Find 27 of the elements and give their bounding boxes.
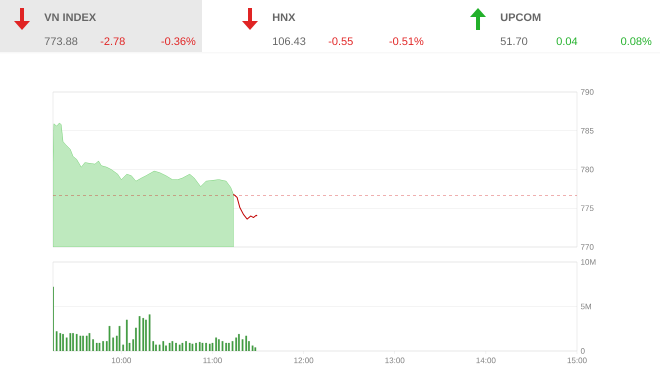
text: 51.70 [500,37,528,46]
x-tick-label: 14:00 [476,358,496,364]
y-tick-label: 790 [580,89,594,95]
text: -0.51% [389,37,424,46]
y-tick-label: 5M [580,304,591,310]
text: 773.88 [44,37,78,46]
text: 106.43 [273,37,306,46]
y-tick-label: 770 [580,244,594,250]
x-tick-label: 13:00 [385,358,404,364]
x-tick-label: 12:00 [294,358,314,364]
y-tick-label: 0 [580,348,585,354]
x-tick-label: 15:00 [568,358,587,364]
y-tick-label: 10M [581,259,596,265]
legend-label: VN INDEX [44,13,96,21]
legend-label: HNX [272,13,296,21]
y-tick-label: 780 [580,166,594,172]
text: -2.78 [100,37,125,46]
x-tick-label: 10:00 [112,358,132,364]
y-tick-label: 785 [580,128,594,134]
x-tick-label: 11:00 [203,358,222,364]
text: -0.55 [328,37,353,46]
text: 0.04 [556,37,578,46]
line-series [232,194,258,220]
legend-label: UPCOM [500,13,540,22]
y-tick-label: 775 [580,205,594,212]
text: 0.08% [621,37,652,46]
text: -0.36% [161,37,196,46]
